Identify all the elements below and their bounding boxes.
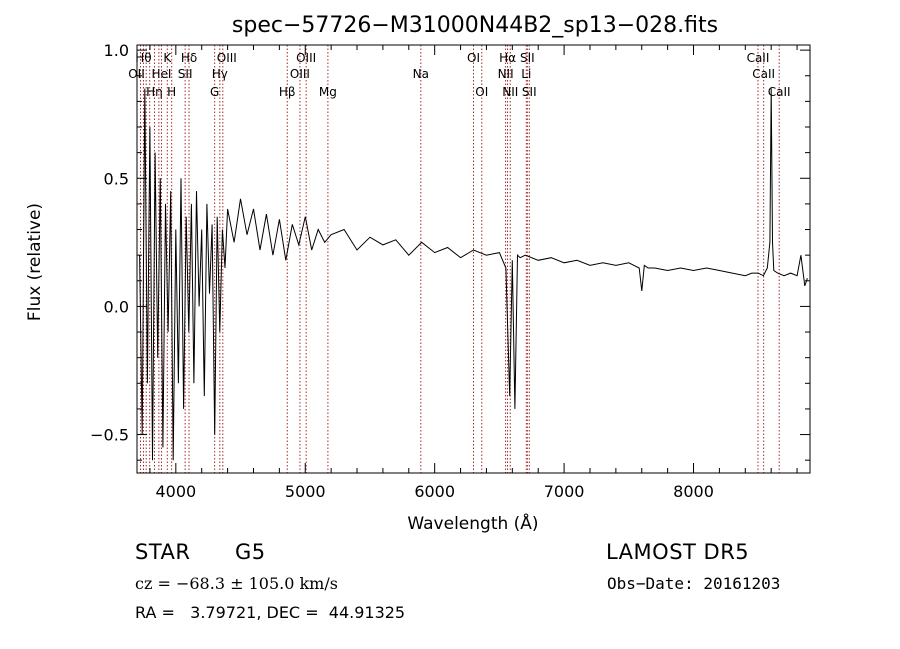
spectral-line-label: CaII xyxy=(747,51,770,65)
spectral-line-label: SII xyxy=(520,51,535,65)
spectral-line-label: Mg xyxy=(319,85,337,99)
survey-name: LAMOST DR5 xyxy=(606,540,750,564)
coordinates: RA = 3.79721, DEC = 44.91325 xyxy=(135,603,406,622)
x-tick-label: 5000 xyxy=(285,482,326,501)
x-tick-label: 8000 xyxy=(673,482,714,501)
x-tick-label: 7000 xyxy=(544,482,585,501)
spectral-line-label: Hθ xyxy=(135,51,151,65)
y-axis-ticks: −0.5 0.0 0.5 1.0 xyxy=(90,41,810,461)
x-axis-ticks: 4000 5000 6000 7000 8000 xyxy=(149,45,798,501)
x-axis-label: Wavelength (Å) xyxy=(407,512,538,534)
y-axis-label: Flux (relative) xyxy=(25,203,45,321)
spectral-line-label: OI xyxy=(467,51,480,65)
spectral-line-label: OIII xyxy=(290,67,310,81)
spectral-line-label: OI xyxy=(475,85,488,99)
spectral-line-label: H xyxy=(167,85,176,99)
object-subclass: G5 xyxy=(235,540,266,564)
spectral-line-label: HeI xyxy=(151,67,171,81)
spectral-line-label: Hβ xyxy=(279,85,296,99)
x-tick-label: 4000 xyxy=(155,482,196,501)
redshift-cz: cz = −68.3 ± 105.0 km/s xyxy=(135,574,338,593)
spectral-line-label: OIII xyxy=(217,51,237,65)
observation-date: Obs−Date: 20161203 xyxy=(607,574,781,593)
object-class: STAR xyxy=(135,540,191,564)
spectral-line-label: Hγ xyxy=(212,67,228,81)
spectral-line-label: SII xyxy=(178,67,193,81)
spectral-line-label: G xyxy=(210,85,219,99)
spectral-line-label: CaII xyxy=(752,67,775,81)
spectral-line-label: CaII xyxy=(768,85,791,99)
spectral-line-label: OIII xyxy=(296,51,316,65)
spectral-line-label: Na xyxy=(413,67,429,81)
spectral-line-label: NII xyxy=(498,67,514,81)
x-tick-label: 6000 xyxy=(414,482,455,501)
spectral-line-label: Hη xyxy=(146,85,163,99)
spectrum-series xyxy=(139,88,808,461)
spectral-line-markers xyxy=(139,45,780,473)
spectral-line-label: Li xyxy=(521,67,531,81)
spectral-line-label: NII xyxy=(502,85,518,99)
plot-frame xyxy=(136,44,811,474)
y-tick-label: 1.0 xyxy=(104,41,129,60)
y-tick-label: 0.0 xyxy=(104,297,129,316)
spectral-line-label: K xyxy=(163,51,172,65)
chart-title: spec−57726−M31000N44B2_sp13−028.fits xyxy=(232,13,718,38)
spectral-line-label: SII xyxy=(522,85,537,99)
spectral-line-label: OII xyxy=(128,67,145,81)
spectral-line-labels: OIIHθHηHeIKHSIIHδGHγOIIIHβOIIIOIIIMgNaOI… xyxy=(128,51,790,99)
spectral-line-label: Hα xyxy=(499,51,516,65)
spectral-line-label: Hδ xyxy=(181,51,197,65)
y-tick-label: −0.5 xyxy=(90,426,129,445)
y-tick-label: 0.5 xyxy=(104,169,129,188)
